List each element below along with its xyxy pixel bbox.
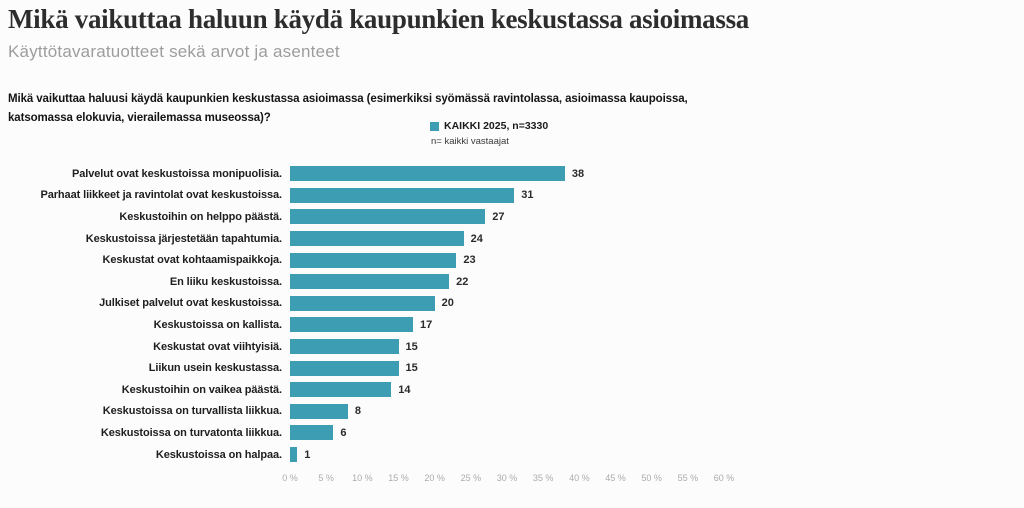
value-label: 17 <box>419 318 433 331</box>
bar-track: 6 <box>290 425 1006 441</box>
bar-track: 20 <box>290 295 1006 311</box>
x-axis-tick: 10 % <box>352 473 373 484</box>
bar-track: 27 <box>290 209 1006 225</box>
legend-swatch-icon <box>430 121 439 131</box>
bar <box>290 382 392 398</box>
value-label: 14 <box>398 383 411 396</box>
bar <box>290 339 399 355</box>
category-label: Keskustoissa on turvatonta liikkua. <box>100 426 282 439</box>
bar-track: 22 <box>290 274 1006 290</box>
bar <box>290 209 486 225</box>
page-title: Mikä vaikuttaa haluun käydä kaupunkien k… <box>8 4 749 34</box>
category-label: Keskustoissa on halpaa. <box>155 448 282 461</box>
value-label: 6 <box>340 426 347 439</box>
bar-track: 31 <box>290 187 1006 203</box>
x-axis-tick: 55 % <box>677 473 699 484</box>
bar <box>290 274 450 290</box>
bar-track: 14 <box>290 382 1006 398</box>
bar <box>290 166 565 182</box>
x-axis-tick: 50 % <box>641 473 662 484</box>
bar <box>290 425 334 441</box>
category-label: Keskustoissa on turvallista liikkua. <box>102 405 282 418</box>
category-label: Keskustoihin on vaikea päästä. <box>121 383 282 396</box>
value-label: 27 <box>492 210 505 223</box>
category-label: Keskustoihin on helppo päästä. <box>119 210 282 223</box>
value-label: 24 <box>470 232 483 245</box>
x-axis-tick: 40 % <box>569 473 590 484</box>
chart-legend: KAIKKI 2025, n=3330 n= kaikki vastaajat <box>430 120 548 147</box>
bar-row: Keskustoissa on turvatonta liikkua. 6 <box>6 422 1006 444</box>
bar-track: 38 <box>290 166 1006 182</box>
bar-row: En liiku keskustoissa. 22 <box>6 271 1006 293</box>
x-axis-tick: 5 % <box>318 473 334 484</box>
bar-track: 8 <box>290 403 1006 419</box>
bar-row: Palvelut ovat keskustoissa monipuolisia.… <box>6 163 1006 185</box>
category-label: Parhaat liikkeet ja ravintolat ovat kesk… <box>40 189 283 202</box>
bar <box>290 317 413 333</box>
bar-row: Keskustat ovat viihtyisiä. 15 <box>6 336 1006 358</box>
x-axis-tick: 45 % <box>605 473 626 484</box>
category-label: En liiku keskustoissa. <box>169 275 282 288</box>
value-label: 15 <box>405 362 418 375</box>
x-axis-tick: 0 % <box>282 473 298 484</box>
question-text: Mikä vaikuttaa haluusi käydä kaupunkien … <box>8 93 688 124</box>
bar-row: Keskustoissa on turvallista liikkua. 8 <box>6 401 1006 423</box>
legend-label: KAIKKI 2025, n=3330 <box>444 120 549 132</box>
value-label: 31 <box>521 189 534 202</box>
value-label: 1 <box>304 448 311 461</box>
bar <box>290 187 515 203</box>
bar-chart: Palvelut ovat keskustoissa monipuolisia.… <box>6 163 1006 487</box>
x-axis-tick: 15 % <box>388 473 409 484</box>
bar-track: 15 <box>290 339 1006 355</box>
bar-row: Keskustoihin on helppo päästä. 27 <box>6 206 1006 228</box>
x-axis-tick: 20 % <box>424 473 445 484</box>
bar <box>290 403 348 419</box>
value-label: 15 <box>405 340 418 353</box>
x-axis-tick: 25 % <box>460 473 482 484</box>
category-label: Liikun usein keskustassa. <box>148 362 282 375</box>
bar-row: Julkiset palvelut ovat keskustoissa. 20 <box>6 293 1006 315</box>
bar-row: Parhaat liikkeet ja ravintolat ovat kesk… <box>6 185 1006 207</box>
bar <box>290 231 464 247</box>
bar <box>290 360 399 376</box>
bar-track: 1 <box>290 447 1006 463</box>
bar-row: Keskustoissa on halpaa. 1 <box>6 444 1006 466</box>
category-label: Keskustat ovat viihtyisiä. <box>153 340 282 353</box>
value-label: 20 <box>441 297 454 310</box>
bar-rows: Palvelut ovat keskustoissa monipuolisia.… <box>6 163 1006 465</box>
x-axis: 0 % 5 % 10 % 15 % 20 % 25 % 30 % 35 % 40 % 45 % 50… <box>282 473 734 487</box>
bar-row: Keskustoissa järjestetään tapahtumia. 24 <box>6 228 1006 250</box>
bar-row: Liikun usein keskustassa. 15 <box>6 357 1006 379</box>
bar-track: 17 <box>290 317 1006 333</box>
category-label: Keskustat ovat kohtaamispaikkoja. <box>102 254 283 267</box>
category-label: Julkiset palvelut ovat keskustoissa. <box>99 297 282 310</box>
bar-row: Keskustoissa on kallista. 17 <box>6 314 1006 336</box>
value-label: 22 <box>456 275 469 288</box>
page-subtitle: Käyttötavaratuotteet sekä arvot ja asent… <box>8 42 340 61</box>
x-axis-tick: 30 % <box>496 473 518 484</box>
x-axis-tick: 35 % <box>532 473 554 484</box>
category-label: Palvelut ovat keskustoissa monipuolisia. <box>72 167 282 180</box>
bar <box>290 447 298 463</box>
value-label: 38 <box>571 167 585 180</box>
bar <box>290 295 435 311</box>
category-label: Keskustoissa on kallista. <box>153 318 282 331</box>
x-axis-tick: 60 % <box>713 473 735 484</box>
legend-entry: KAIKKI 2025, n=3330 <box>430 120 548 132</box>
value-label: 23 <box>463 254 476 267</box>
value-label: 8 <box>354 405 361 418</box>
category-label: Keskustoissa järjestetään tapahtumia. <box>85 232 282 245</box>
bar <box>290 252 457 268</box>
legend-note: n= kaikki vastaajat <box>431 136 509 147</box>
bar-track: 23 <box>290 252 1006 268</box>
bar-row: Keskustat ovat kohtaamispaikkoja. 23 <box>6 249 1006 271</box>
bar-row: Keskustoihin on vaikea päästä. 14 <box>6 379 1006 401</box>
bar-track: 24 <box>290 231 1006 247</box>
bar-track: 15 <box>290 360 1006 376</box>
